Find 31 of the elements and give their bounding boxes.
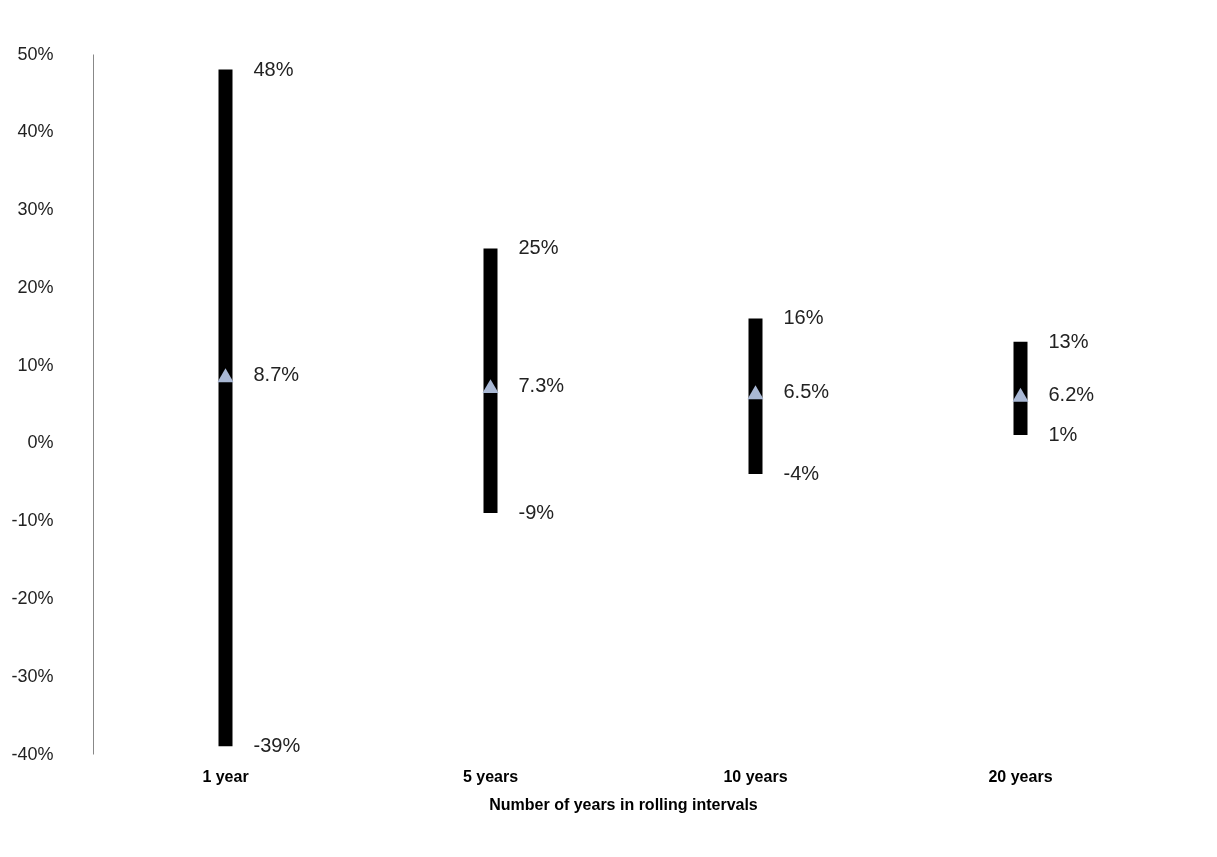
y-tick-label: 30%: [17, 199, 54, 220]
annotation: 13%: [1048, 329, 1089, 352]
y-tick-label: -10%: [11, 510, 54, 531]
y-tick-label: 10%: [17, 354, 54, 375]
y-tick-label: 0%: [27, 432, 54, 453]
y-tick-label: 20%: [17, 276, 54, 297]
x-tick-label: 1 year: [202, 767, 249, 785]
bar: [483, 248, 498, 513]
y-tick-label: -20%: [11, 587, 54, 608]
annotation: -4%: [783, 462, 820, 484]
bar: [748, 318, 763, 474]
bar: [1013, 341, 1028, 436]
annotation: 16%: [783, 306, 824, 329]
x-axis-title: Number of years in rolling intervals: [489, 795, 758, 813]
data-label: 7.3%: [518, 374, 565, 397]
annotation: -9%: [518, 500, 555, 523]
annotation: 25%: [518, 236, 559, 259]
x-tick-label: 20 years: [988, 767, 1053, 785]
y-tick-label: -30%: [11, 665, 54, 686]
data-label: 6.5%: [783, 380, 830, 403]
bar: [218, 69, 233, 747]
annotation: 48%: [253, 57, 294, 80]
annotation: -39%: [253, 734, 301, 757]
data-label: 8.7%: [253, 363, 300, 386]
annotation: 1%: [1048, 423, 1078, 446]
x-tick-label: 5 years: [462, 767, 519, 785]
y-tick-label: 40%: [17, 121, 54, 142]
y-tick-label: -40%: [11, 743, 54, 764]
x-tick-label: 10 years: [723, 767, 788, 785]
data-label: 6.2%: [1048, 382, 1095, 405]
y-tick-label: 50%: [17, 43, 54, 64]
